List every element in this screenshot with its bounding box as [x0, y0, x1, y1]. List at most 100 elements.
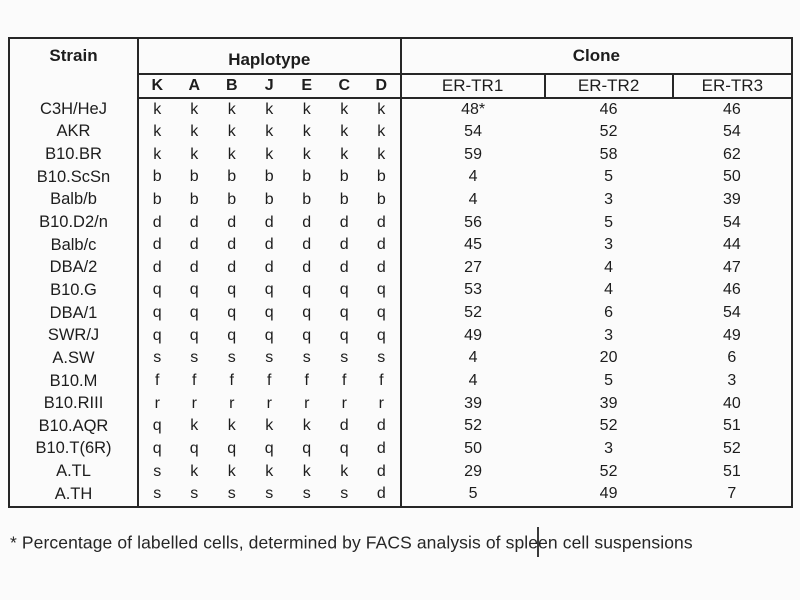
haplotype-cell: d: [189, 213, 199, 231]
haplotype-col-header-e: E: [288, 74, 326, 99]
table-row: C3H/HeJ k k k k k k k 48* 46 46: [9, 98, 792, 121]
haplotype-cell: q: [264, 326, 274, 344]
clone-value-cell: 53: [464, 281, 482, 299]
haplotype-cell: s: [153, 485, 162, 503]
haplotype-cell: q: [302, 326, 312, 344]
haplotype-cell: b: [302, 190, 312, 208]
haplotype-cell: d: [227, 213, 237, 231]
clone-value-cell: 4: [604, 258, 614, 276]
haplotype-col-header-k: K: [138, 74, 176, 99]
clone-value-cell: 46: [722, 281, 741, 299]
table-row: B10.M f f f f f f f 4 5 3: [9, 369, 792, 393]
haplotype-cell: k: [190, 100, 199, 118]
haplotype-cell: k: [302, 462, 311, 480]
table-row: SWR/J q q q q q q q 49 3 49: [9, 324, 792, 348]
strain-cell: AKR: [9, 120, 139, 144]
strain-cell: B10.M: [9, 369, 139, 393]
haplotype-cell: d: [363, 211, 402, 234]
haplotype-col-header-b: B: [213, 74, 251, 99]
haplotype-cell: d: [339, 213, 349, 231]
clone-value-cell: 62: [722, 145, 741, 163]
haplotype-cell: k: [227, 145, 236, 163]
haplotype-cell: q: [189, 281, 199, 299]
haplotype-cell: q: [339, 326, 349, 344]
clone-value-cell: 49: [599, 485, 618, 503]
haplotype-cell: k: [227, 417, 236, 435]
strain-cell: B10.RIII: [9, 392, 139, 415]
haplotype-cell: d: [363, 460, 402, 483]
clone-value-cell: 7: [727, 485, 737, 503]
clone-value-cell: 54: [722, 122, 741, 140]
haplotype-cell: q: [363, 324, 402, 348]
haplotype-cell: k: [340, 462, 349, 480]
clone-value-cell: 51: [722, 417, 741, 435]
clone-value-cell: 3: [604, 190, 614, 208]
clone-value-cell: 56: [464, 213, 482, 231]
haplotype-cell: b: [227, 190, 237, 208]
haplotype-cell: k: [340, 145, 349, 163]
strain-cell: B10.D2/n: [9, 211, 139, 234]
haplotype-cell: k: [265, 462, 274, 480]
clone-value-cell: 3: [604, 236, 614, 254]
clone-value-cell: 54: [722, 304, 741, 322]
clone-value-cell: 6: [604, 304, 614, 322]
clone-value-cell: 4: [468, 372, 478, 389]
haplotype-col-header-j: J: [250, 74, 288, 99]
haplotype-cell: f: [342, 372, 347, 389]
clone-value-cell: 29: [464, 462, 482, 480]
haplotype-cell: k: [227, 462, 236, 480]
haplotype-cell: f: [155, 372, 160, 389]
haplotype-cell: k: [265, 417, 274, 435]
haplotype-cell: d: [302, 213, 312, 231]
haplotype-cell: k: [363, 143, 402, 166]
strain-cell: DBA/2: [9, 256, 139, 280]
haplotype-cell: d: [227, 258, 237, 276]
haplotype-cell: s: [302, 349, 311, 367]
haplotype-cell: d: [363, 437, 402, 461]
clone-value-cell: 4: [468, 168, 478, 186]
table-row: B10.BR k k k k k k k 59 58 62: [9, 143, 792, 166]
strain-cell: A.TL: [9, 460, 139, 483]
clone-value-cell: 52: [464, 304, 482, 322]
haplotype-cell: s: [227, 485, 236, 503]
haplotype-cell: r: [154, 394, 160, 412]
clone-value-cell: 39: [599, 394, 618, 412]
haplotype-cell: q: [152, 281, 162, 299]
haplotype-cell: s: [153, 462, 162, 480]
haplotype-cell: d: [264, 213, 274, 231]
clone-value-cell: 27: [464, 258, 482, 276]
haplotype-cell: q: [339, 439, 349, 457]
clone-value-cell: 5: [604, 372, 614, 389]
haplotype-col-header-d: D: [363, 74, 402, 99]
haplotype-cell: q: [227, 281, 237, 299]
haplotype-col-header-c: C: [325, 74, 363, 99]
haplotype-cell: b: [302, 168, 312, 186]
haplotype-cell: k: [265, 145, 274, 163]
text-caret: [537, 527, 540, 557]
haplotype-cell: s: [227, 349, 236, 367]
clone-header-cell: Clone: [400, 38, 793, 75]
clone-value-cell: 6: [727, 349, 737, 367]
haplotype-cell: r: [341, 394, 347, 412]
table-row: B10.AQR q k k k k d d 52 52 51: [9, 414, 792, 438]
haplotype-cell: b: [363, 188, 402, 212]
table-row: AKR k k k k k k k 54 52 54: [9, 120, 792, 144]
clone-value-cell: 44: [722, 236, 741, 254]
clone-value-cell: 4: [468, 190, 478, 208]
table-header: Strain Haplotype Clone K A B J E C D ER-…: [9, 38, 793, 99]
haplotype-cell: k: [190, 462, 199, 480]
table-row: Balb/c d d d d d d d 45 3 44: [9, 233, 792, 257]
clone-value-cell: 45: [464, 236, 482, 254]
table-row: B10.RIII r r r r r r r 39 39 40: [9, 392, 792, 415]
haplotype-cell: b: [339, 168, 349, 186]
clone-value-cell: 52: [464, 417, 482, 435]
haplotype-cell: k: [190, 145, 199, 163]
clone-value-cell: 51: [722, 462, 741, 480]
haplotype-cell: k: [265, 122, 274, 140]
clone-value-cell: 59: [464, 145, 482, 163]
clone-value-cell: 39: [722, 190, 741, 208]
haplotype-cell: s: [302, 485, 311, 503]
strain-cell: B10.AQR: [9, 414, 139, 438]
haplotype-cell: b: [363, 165, 402, 189]
haplotype-cell: d: [363, 256, 402, 280]
